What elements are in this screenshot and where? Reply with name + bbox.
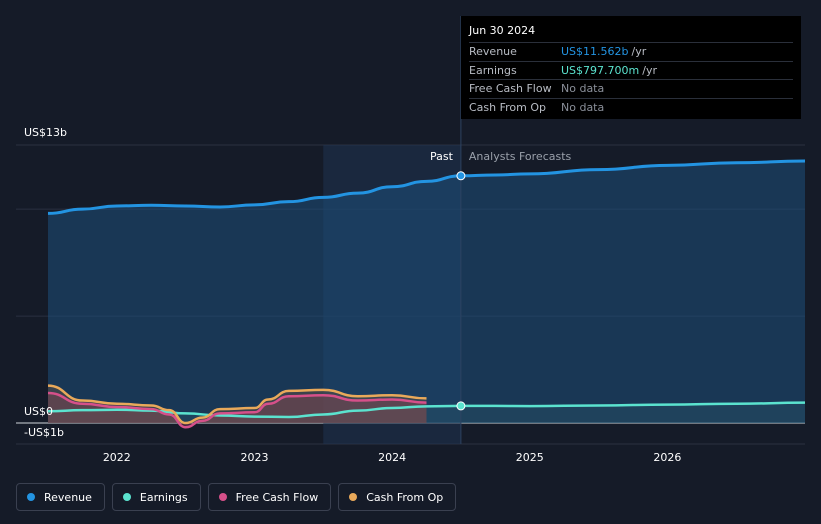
forecast-label: Analysts Forecasts <box>469 150 572 163</box>
tooltip-label: Revenue <box>469 45 517 59</box>
tooltip-row-earnings: Earnings US$797.700m /yr <box>469 60 793 80</box>
y-tick-label: US$0 <box>24 405 53 418</box>
x-tick-label: 2023 <box>240 451 268 464</box>
line-free-cash-flow <box>47 391 427 429</box>
area-revenue <box>48 161 805 424</box>
x-tick-label: 2026 <box>653 451 681 464</box>
tooltip-row-cash-from-op: Cash From Op No data <box>469 97 793 117</box>
marker-earnings <box>456 401 466 411</box>
x-tick-label: 2022 <box>103 451 131 464</box>
legend: Revenue Earnings Free Cash Flow Cash Fro… <box>16 483 457 511</box>
legend-dot-icon <box>349 493 358 501</box>
x-axis-labels: 2022 2023 2024 2025 2026 <box>103 451 682 464</box>
area-free-cash-flow <box>48 393 427 428</box>
legend-label: Free Cash Flow <box>235 490 319 504</box>
legend-dot-icon <box>218 493 227 501</box>
tooltip-unit: /yr <box>631 45 647 59</box>
tooltip: Jun 30 2024 Revenue US$11.562b /yr Earni… <box>461 16 801 119</box>
legend-item-free-cash-flow[interactable]: Free Cash Flow <box>207 483 332 511</box>
tooltip-row-free-cash-flow: Free Cash Flow No data <box>469 79 793 98</box>
series-areas <box>48 161 805 428</box>
tooltip-value: US$797.700m <box>561 63 640 77</box>
past-label: Past <box>430 150 454 163</box>
legend-item-revenue[interactable]: Revenue <box>16 483 105 511</box>
tooltip-unit: /yr <box>642 63 657 77</box>
x-tick-label: 2025 <box>516 451 544 464</box>
tooltip-row-revenue: Revenue US$11.562b /yr <box>469 42 793 61</box>
tooltip-label: Earnings <box>469 63 517 77</box>
line-cash-from-op <box>47 384 427 425</box>
tooltip-value: No data <box>561 82 605 96</box>
x-tick-label: 2024 <box>378 451 406 464</box>
tooltip-value: US$11.562b <box>561 45 629 59</box>
legend-label: Cash From Op <box>366 490 444 504</box>
series-lines <box>47 159 806 429</box>
legend-label: Revenue <box>44 490 92 504</box>
legend-dot-icon <box>122 493 131 501</box>
marker-revenue <box>456 171 466 181</box>
hover-markers <box>456 171 466 411</box>
tooltip-date: Jun 30 2024 <box>469 24 536 37</box>
tooltip-value: No data <box>561 100 605 114</box>
legend-label: Earnings <box>139 490 188 504</box>
tooltip-label: Cash From Op <box>469 100 547 114</box>
tooltip-label: Free Cash Flow <box>469 82 552 96</box>
y-axis-labels: US$13b US$0 -US$1b <box>24 126 67 439</box>
line-revenue <box>47 159 806 215</box>
y-tick-label: US$13b <box>24 126 67 139</box>
line-earnings <box>47 401 806 419</box>
y-tick-label: -US$1b <box>24 426 64 439</box>
legend-item-earnings[interactable]: Earnings <box>111 483 201 511</box>
area-earnings <box>48 402 805 423</box>
legend-item-cash-from-op[interactable]: Cash From Op <box>338 483 457 511</box>
legend-dot-icon <box>27 493 35 501</box>
